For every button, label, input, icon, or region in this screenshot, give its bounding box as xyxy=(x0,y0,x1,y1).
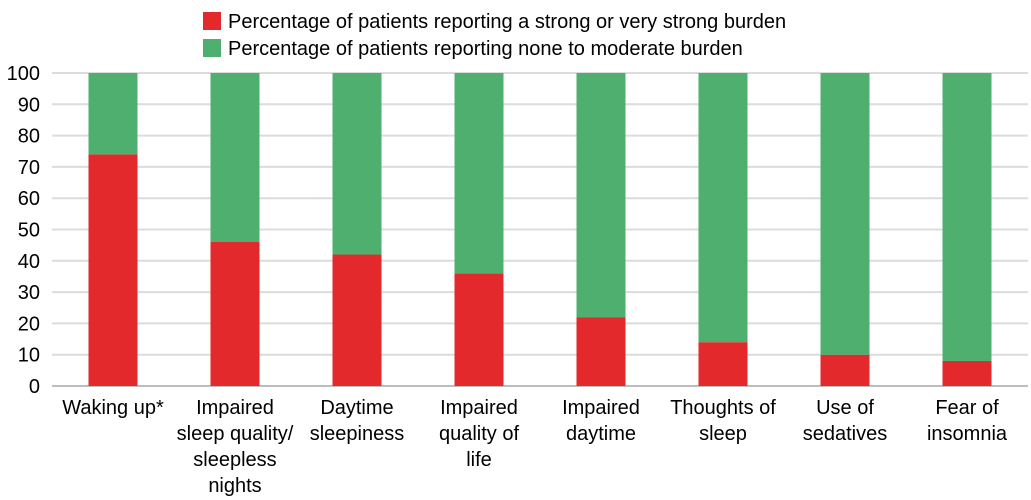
x-category-label-line: Fear of xyxy=(935,397,999,419)
y-tick-label: 90 xyxy=(18,94,40,116)
bar-none-to-moderate-burden xyxy=(210,73,260,243)
bar-strong-burden xyxy=(698,342,748,386)
x-category-label-line: Daytime xyxy=(320,397,393,419)
y-tick-label: 70 xyxy=(18,157,40,179)
y-tick-label: 100 xyxy=(7,63,40,85)
bar-strong-burden xyxy=(942,360,992,386)
legend-label: Percentage of patients reporting a stron… xyxy=(228,11,786,33)
x-category-label: Thoughts of sleep xyxy=(670,397,776,445)
legend-label: Percentage of patients reporting none to… xyxy=(228,38,743,60)
y-tick-label: 30 xyxy=(18,282,40,304)
bar-none-to-moderate-burden xyxy=(820,73,870,355)
bar-none-to-moderate-burden xyxy=(332,73,382,255)
x-category-label: Impaired sleep quality/sleepless nights xyxy=(177,397,294,497)
y-tick-label: 60 xyxy=(18,188,40,210)
legend-swatch xyxy=(203,12,221,30)
x-category-label-line: sedatives xyxy=(803,423,888,445)
x-category-label: Impaired quality of life xyxy=(439,397,519,471)
x-category-label: Daytime sleepiness xyxy=(310,397,405,445)
x-category-label-line: sleep quality/ xyxy=(177,423,294,445)
bar-none-to-moderate-burden xyxy=(454,73,504,274)
x-category-label-line: Thoughts of xyxy=(670,397,776,419)
x-category-label-line: daytime xyxy=(566,423,636,445)
x-category-label-line: sleepiness xyxy=(310,423,405,445)
bar-strong-burden xyxy=(820,354,870,386)
x-category-label-line: insomnia xyxy=(927,423,1008,445)
x-category-label-line: nights xyxy=(208,475,261,497)
x-category-label: Waking up* xyxy=(62,397,164,419)
legend: Percentage of patients reporting a stron… xyxy=(203,11,786,60)
x-category-label-line: sleep xyxy=(699,423,747,445)
x-category-label-line: Impaired xyxy=(196,397,274,419)
bar-strong-burden xyxy=(210,242,260,386)
bar-strong-burden xyxy=(576,317,626,386)
x-axis-labels: Waking up* Impaired sleep quality/sleeples… xyxy=(62,397,1008,497)
x-category-label: Fear of insomnia xyxy=(927,397,1008,445)
bar-strong-burden xyxy=(88,154,138,386)
bar-strong-burden xyxy=(454,273,504,386)
y-tick-label: 40 xyxy=(18,251,40,273)
y-tick-label: 10 xyxy=(18,345,40,367)
bars xyxy=(88,73,992,386)
x-category-label-line: life xyxy=(466,449,492,471)
y-tick-label: 50 xyxy=(18,220,40,242)
y-tick-label: 80 xyxy=(18,126,40,148)
x-category-label-line: Impaired xyxy=(562,397,640,419)
bar-none-to-moderate-burden xyxy=(576,73,626,318)
x-category-label-line: Impaired xyxy=(440,397,518,419)
bar-none-to-moderate-burden xyxy=(942,73,992,361)
bar-none-to-moderate-burden xyxy=(698,73,748,343)
bar-none-to-moderate-burden xyxy=(88,73,138,155)
y-axis: 0 10 20 30 40 50 60 70 80 90 100 xyxy=(7,63,40,398)
x-category-label-line: quality of xyxy=(439,423,519,445)
y-tick-label: 0 xyxy=(29,376,40,398)
legend-swatch xyxy=(203,39,221,57)
x-category-label: Impaired daytime xyxy=(562,397,640,445)
grid-lines xyxy=(52,72,1028,387)
x-category-label-line: Use of xyxy=(816,397,874,419)
y-tick-label: 20 xyxy=(18,313,40,335)
x-category-label-line: sleepless xyxy=(193,449,276,471)
x-category-label: Use of sedatives xyxy=(803,397,888,445)
bar-strong-burden xyxy=(332,254,382,386)
x-category-label-line: Waking up* xyxy=(62,397,164,419)
